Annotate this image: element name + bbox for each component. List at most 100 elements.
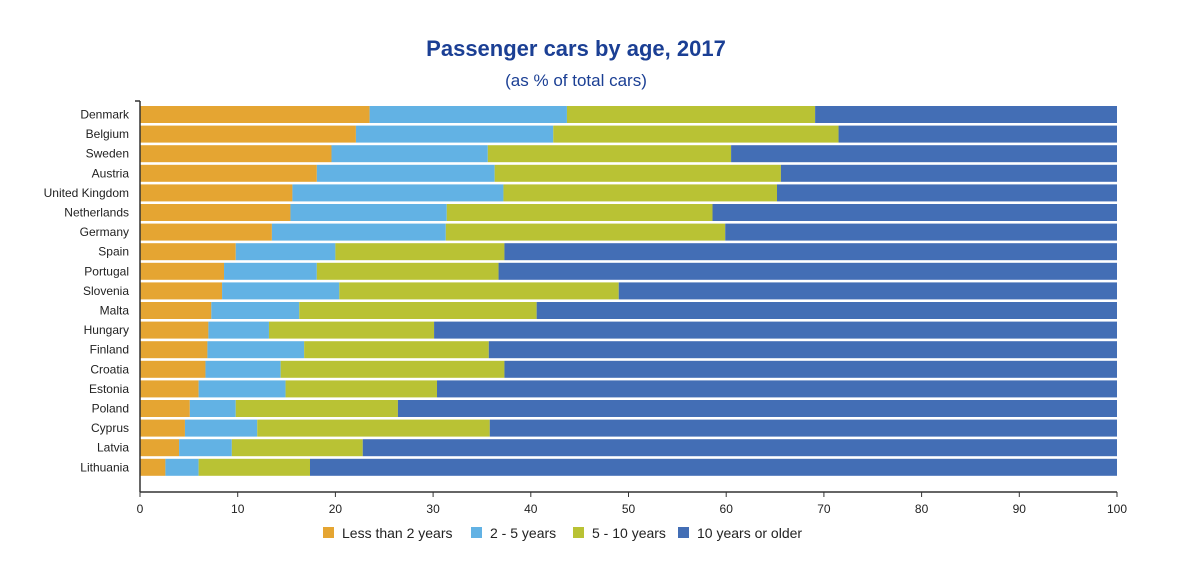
bar-segment bbox=[271, 223, 446, 241]
bar-segment bbox=[140, 282, 223, 300]
bar-segment bbox=[489, 419, 1117, 437]
bar-segment bbox=[208, 321, 269, 339]
bar-segment bbox=[304, 341, 489, 359]
bar-segment bbox=[257, 419, 490, 437]
bar-segment bbox=[140, 341, 208, 359]
category-label: Poland bbox=[92, 402, 129, 416]
chart-subtitle: (as % of total cars) bbox=[505, 71, 647, 90]
bar-segment bbox=[179, 439, 232, 457]
legend-label: 2 - 5 years bbox=[490, 525, 556, 541]
category-label: Malta bbox=[100, 304, 130, 318]
bar-segment bbox=[140, 204, 291, 221]
x-tick-label: 50 bbox=[622, 502, 636, 516]
bar-segment bbox=[184, 419, 258, 437]
legend: Less than 2 years 2 - 5 years 5 - 10 years… bbox=[323, 525, 802, 541]
bar-segment bbox=[553, 125, 839, 143]
bar-segment bbox=[280, 360, 505, 378]
bar-segment bbox=[211, 302, 300, 319]
category-label: Portugal bbox=[84, 264, 129, 278]
bar-segment bbox=[140, 439, 180, 457]
bar-segment bbox=[494, 164, 781, 182]
bar-segment bbox=[140, 321, 209, 339]
bar-segment bbox=[140, 106, 370, 123]
bar-segment bbox=[235, 243, 336, 261]
bar-segment bbox=[566, 106, 816, 123]
bar-segment bbox=[140, 125, 356, 143]
legend-label: 5 - 10 years bbox=[592, 525, 666, 541]
bar-segment bbox=[503, 184, 778, 202]
bar-segment bbox=[445, 223, 726, 241]
bar-segment bbox=[780, 164, 1117, 182]
category-label: Spain bbox=[98, 245, 129, 259]
x-tick-label: 70 bbox=[817, 502, 831, 516]
bars bbox=[140, 106, 1118, 476]
bar-segment bbox=[140, 400, 190, 417]
bar-segment bbox=[198, 458, 310, 476]
bar-segment bbox=[434, 321, 1117, 339]
bar-segment bbox=[731, 145, 1117, 163]
bar-segment bbox=[725, 223, 1117, 241]
category-label: Denmark bbox=[80, 108, 130, 122]
legend-label: Less than 2 years bbox=[342, 525, 453, 541]
bar-segment bbox=[712, 204, 1117, 221]
bar-segment bbox=[362, 439, 1118, 457]
category-label: Croatia bbox=[90, 362, 129, 376]
bar-segment bbox=[165, 458, 199, 476]
bar-segment bbox=[140, 164, 317, 182]
bar-segment bbox=[397, 400, 1118, 417]
bar-segment bbox=[207, 341, 305, 359]
x-tick-label: 10 bbox=[231, 502, 245, 516]
bar-segment bbox=[140, 184, 293, 202]
bar-segment bbox=[815, 106, 1117, 123]
bar-segment bbox=[189, 400, 236, 417]
bar-segment bbox=[299, 302, 537, 319]
legend-item: 5 - 10 years bbox=[573, 525, 666, 541]
legend-item: 2 - 5 years bbox=[471, 525, 556, 541]
bar-segment bbox=[838, 125, 1117, 143]
x-tick-label: 30 bbox=[426, 502, 440, 516]
bar-segment bbox=[437, 380, 1117, 398]
bar-segment bbox=[487, 145, 732, 163]
bar-segment bbox=[504, 360, 1117, 378]
x-tick-label: 100 bbox=[1107, 502, 1127, 516]
category-label: United Kingdom bbox=[44, 186, 129, 200]
bar-segment bbox=[198, 380, 286, 398]
bar-segment bbox=[224, 262, 317, 280]
bar-segment bbox=[140, 419, 185, 437]
bar-segment bbox=[618, 282, 1117, 300]
category-label: Estonia bbox=[89, 382, 129, 396]
bar-segment bbox=[446, 204, 713, 221]
bar-segment bbox=[339, 282, 619, 300]
x-tick-label: 60 bbox=[720, 502, 734, 516]
category-label: Slovenia bbox=[83, 284, 129, 298]
x-tick-label: 0 bbox=[137, 502, 144, 516]
category-label: Belgium bbox=[86, 127, 129, 141]
bar-segment bbox=[536, 302, 1117, 319]
bar-segment bbox=[316, 262, 499, 280]
legend-swatch bbox=[323, 527, 334, 538]
category-label: Finland bbox=[90, 343, 129, 357]
bar-segment bbox=[140, 223, 272, 241]
category-labels: Denmark Belgium Sweden Austria United Kingdo… bbox=[44, 108, 130, 475]
x-tick-label: 80 bbox=[915, 502, 929, 516]
category-label: Hungary bbox=[84, 323, 129, 337]
bar-segment bbox=[331, 145, 488, 163]
category-label: Sweden bbox=[86, 147, 129, 161]
bar-segment bbox=[140, 380, 199, 398]
category-label: Germany bbox=[80, 225, 129, 239]
x-tick-label: 90 bbox=[1013, 502, 1027, 516]
x-axis: 0 10 20 30 40 50 60 70 80 90 100 bbox=[135, 100, 1127, 516]
category-label: Lithuania bbox=[80, 460, 129, 474]
bar-segment bbox=[498, 262, 1118, 280]
legend-item: 10 years or older bbox=[678, 525, 802, 541]
category-label: Netherlands bbox=[64, 206, 129, 220]
bar-segment bbox=[205, 360, 281, 378]
bar-segment bbox=[140, 360, 206, 378]
bar-segment bbox=[140, 243, 236, 261]
category-label: Latvia bbox=[97, 441, 129, 455]
category-label: Austria bbox=[92, 166, 130, 180]
bar-segment bbox=[355, 125, 554, 143]
bar-segment bbox=[488, 341, 1117, 359]
bar-segment bbox=[292, 184, 504, 202]
